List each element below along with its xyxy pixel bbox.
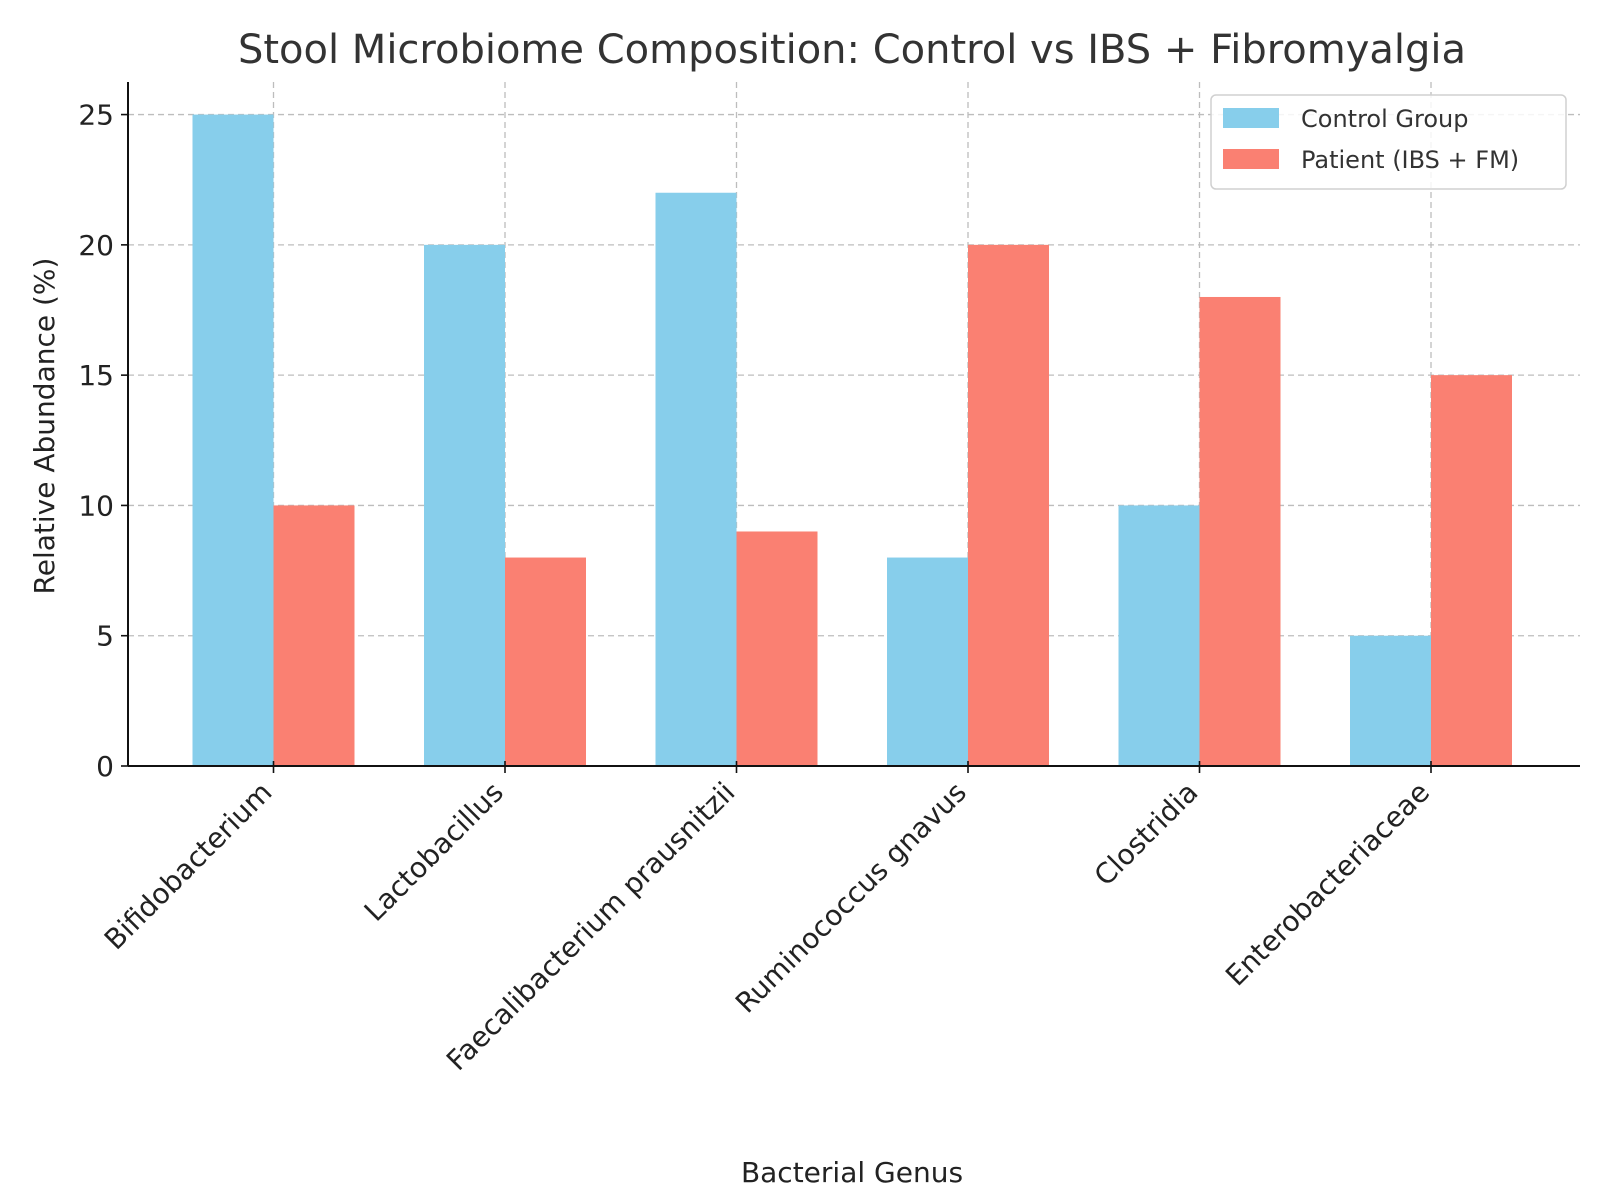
bar-control-0 bbox=[192, 114, 274, 767]
bar-patient-4 bbox=[1199, 296, 1281, 766]
x-axis-ticks: Bifidobacterium LactobacillusFaecalibacte… bbox=[98, 761, 1436, 1077]
bar-patient-0 bbox=[273, 505, 355, 766]
y-axis-title: Relative Abundance (%) bbox=[28, 258, 61, 595]
y-tick-label-20: 20 bbox=[78, 229, 114, 262]
x-tick-label-5: Enterobacteriaceae bbox=[1219, 776, 1436, 993]
legend: Control Group Patient (IBS + FM) bbox=[1210, 94, 1567, 190]
x-tick-label-3: Ruminococcus gnavus bbox=[729, 776, 973, 1020]
legend-swatch-control bbox=[1223, 108, 1279, 128]
bar-control-1 bbox=[424, 244, 505, 766]
legend-label-patient: Patient (IBS + FM) bbox=[1301, 146, 1519, 174]
bar-control-4 bbox=[1118, 505, 1200, 766]
x-axis-title: Bacterial Genus bbox=[741, 1156, 963, 1189]
y-tick-label-5: 5 bbox=[96, 620, 114, 653]
bar-patient-3 bbox=[968, 244, 1049, 766]
x-tick-label-4: Clostridia bbox=[1088, 776, 1205, 893]
bar-patient-1 bbox=[505, 557, 586, 766]
axes bbox=[127, 82, 1580, 767]
bar-patient-2 bbox=[736, 531, 818, 766]
chart-title: Stool Microbiome Composition: Control vs… bbox=[238, 27, 1466, 73]
legend-swatch-patient bbox=[1223, 149, 1279, 169]
legend-label-control: Control Group bbox=[1301, 105, 1468, 133]
legend-box bbox=[1210, 94, 1567, 190]
y-tick-label-10: 10 bbox=[78, 489, 114, 522]
y-axis-ticks: 0 5 10 15 20 25 bbox=[78, 99, 128, 783]
bar-patient-5 bbox=[1431, 375, 1512, 766]
y-tick-label-25: 25 bbox=[78, 99, 114, 132]
x-tick-label-0: Bifidobacterium bbox=[98, 776, 279, 957]
y-tick-label-0: 0 bbox=[96, 750, 114, 783]
y-tick-label-15: 15 bbox=[78, 359, 114, 392]
bars bbox=[192, 114, 1512, 767]
bar-control-3 bbox=[887, 557, 968, 766]
x-tick-label-1: Lactobacillus bbox=[358, 776, 510, 928]
bar-control-5 bbox=[1350, 635, 1431, 766]
bar-control-2 bbox=[655, 192, 737, 766]
